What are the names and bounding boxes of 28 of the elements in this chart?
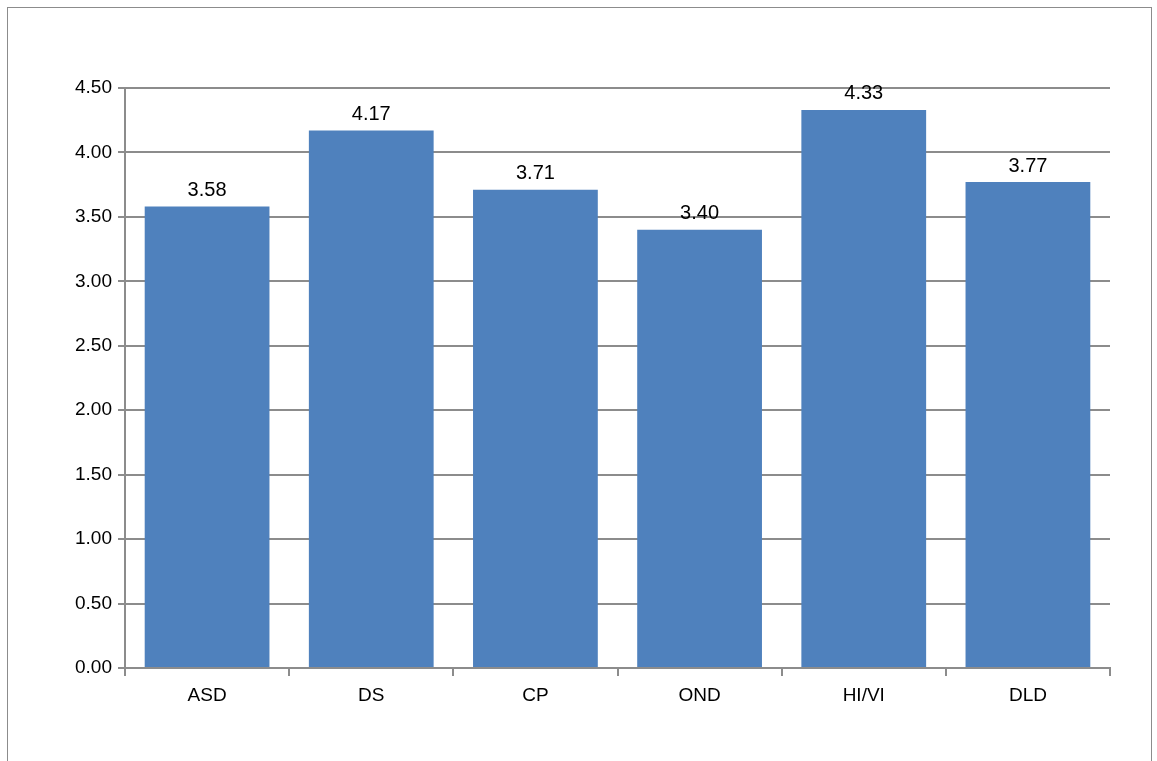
bar: [473, 189, 598, 667]
x-tick-label: DLD: [1008, 683, 1047, 705]
x-tick-label: DS: [358, 683, 385, 705]
y-tick-label: 2.00: [75, 398, 112, 420]
x-tick-label: OND: [678, 683, 721, 705]
y-tick-label: 2.50: [75, 334, 112, 356]
data-label: 3.40: [680, 201, 720, 224]
x-tick-label: ASD: [187, 683, 227, 705]
bar: [308, 130, 434, 667]
bar: [965, 182, 1091, 667]
y-tick-label: 0.50: [75, 591, 112, 613]
y-tick-label: 1.50: [75, 462, 112, 484]
data-label: 4.17: [351, 102, 391, 125]
y-tick-label: 4.00: [75, 140, 112, 162]
y-tick-label: 1.00: [75, 527, 112, 549]
x-tick-label: CP: [522, 683, 549, 705]
bar: [801, 109, 927, 667]
y-tick-label: 0.00: [75, 656, 112, 678]
y-tick-label: 4.50: [75, 76, 112, 98]
y-tick-label: 3.00: [75, 269, 112, 291]
x-tick-label: HI/VI: [842, 683, 885, 705]
data-label: 3.77: [1008, 153, 1048, 176]
data-label: 3.71: [515, 161, 555, 184]
bar: [637, 229, 762, 667]
data-label: 4.33: [844, 81, 884, 104]
data-label: 3.58: [187, 178, 227, 201]
y-tick-label: 3.50: [75, 205, 112, 227]
bar: [144, 206, 270, 667]
